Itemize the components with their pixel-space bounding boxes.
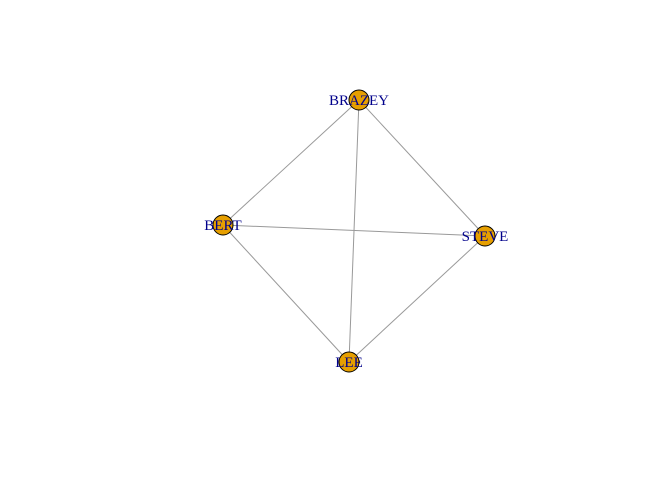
labels-layer: BRAZEY BERT STEVE LEE — [204, 93, 508, 371]
node-bert — [212, 214, 234, 236]
node-label-steve: STEVE — [462, 229, 509, 245]
edge-bert-lee — [222, 224, 350, 363]
edge-brazey-bert — [222, 99, 360, 226]
edge-bert-steve — [222, 224, 486, 237]
nodes-layer — [212, 89, 496, 373]
node-label-lee: LEE — [335, 355, 363, 371]
node-label-bert: BERT — [204, 218, 241, 234]
edge-brazey-steve — [358, 99, 486, 237]
node-lee — [338, 351, 360, 373]
node-brazey — [348, 89, 370, 111]
edge-steve-lee — [348, 235, 486, 363]
edges-layer — [222, 99, 486, 363]
node-label-brazey: BRAZEY — [329, 93, 389, 109]
node-steve — [474, 225, 496, 247]
